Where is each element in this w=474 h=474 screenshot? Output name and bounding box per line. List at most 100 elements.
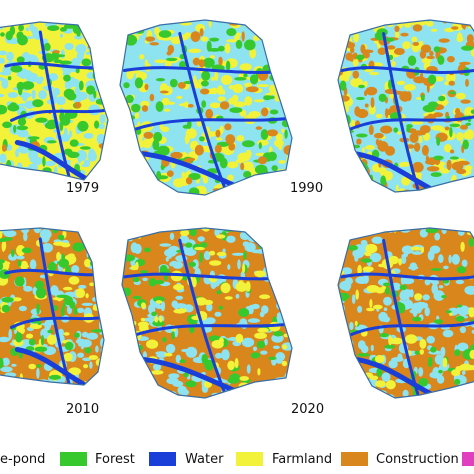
land-cover-patch [430,190,434,192]
land-cover-patch [227,264,231,270]
land-cover-patch [103,48,108,56]
land-cover-patch [107,299,117,303]
land-cover-patch [83,132,94,139]
land-cover-patch [99,59,108,69]
land-cover-patch [344,354,352,362]
land-cover-patch [16,125,29,131]
land-cover-patch [208,48,221,52]
land-cover-patch [274,270,280,276]
land-cover-patch [339,378,345,387]
land-cover-patch [134,391,139,398]
land-cover-patch [165,57,178,62]
land-cover-patch [0,259,5,264]
river [340,66,474,74]
land-cover-patch [254,20,265,27]
river [132,321,292,337]
land-cover-patch [105,343,116,351]
land-cover-patch [169,78,178,88]
land-cover-patch [56,251,61,261]
land-cover-patch [75,288,86,299]
land-cover-patch [122,382,125,388]
land-cover-patch [420,72,424,80]
land-cover-patch [146,339,159,349]
land-cover-patch [349,183,362,188]
land-cover-patch [460,99,471,104]
land-cover-patch [263,395,271,398]
land-cover-patch [136,194,141,195]
land-cover-patch [363,81,368,87]
land-cover-patch [155,300,163,304]
land-cover-patch [455,228,460,230]
land-cover-patch [89,282,95,287]
land-cover-patch [203,380,212,388]
land-cover-patch [145,381,152,387]
land-cover-patch [338,126,343,132]
land-cover-patch [61,306,65,317]
land-cover-patch [106,359,116,366]
land-cover-patch [397,131,402,135]
land-cover-patch [192,277,197,288]
land-cover-patch [59,60,72,65]
land-cover-patch [290,57,292,68]
land-cover-patch [192,396,197,398]
land-cover-patch [158,192,167,195]
land-cover-patch [278,160,286,164]
land-cover-patch [185,128,197,139]
land-cover-patch [225,134,236,145]
land-cover-patch [120,147,123,154]
land-cover-patch [450,149,455,154]
land-cover-patch [402,194,414,204]
land-cover-patch [360,258,373,263]
land-cover-patch [346,389,357,394]
land-cover-patch [245,281,251,292]
land-cover-patch [94,281,100,287]
land-cover-patch [338,186,347,190]
land-cover-patch [22,92,28,102]
land-cover-patch [229,390,240,398]
land-cover-patch [52,50,60,54]
land-cover-patch [456,32,463,43]
land-cover-patch [421,57,432,64]
land-cover-patch [170,151,183,159]
land-cover-patch [268,356,277,360]
land-cover-patch [108,123,118,127]
land-cover-patch [355,228,367,231]
land-cover-patch [177,82,186,89]
land-cover-patch [256,84,270,88]
legend-label: Farmland [272,452,332,467]
land-cover-patch [294,79,300,90]
land-cover-patch [192,57,201,66]
land-cover-patch [338,359,343,366]
land-cover-patch [55,96,66,105]
land-cover-patch [140,100,150,107]
land-cover-patch [151,311,157,317]
land-cover-patch [123,344,134,348]
land-cover-patch [102,285,104,294]
land-cover-patch [166,377,179,385]
land-cover-patch [77,91,88,101]
land-cover-patch [403,195,413,202]
land-cover-patch [293,260,299,270]
land-cover-patch [287,378,292,385]
land-cover-patch [284,129,288,139]
land-cover-patch [0,22,8,27]
land-cover-patch [134,376,147,383]
land-cover-patch [412,223,421,226]
land-cover-patch [432,285,437,289]
land-cover-patch [125,142,134,147]
land-cover-patch [91,385,100,394]
land-cover-patch [275,280,284,284]
land-cover-patch [209,250,216,256]
land-cover-patch [372,304,383,310]
land-cover-patch [364,103,369,108]
land-cover-patch [162,337,167,343]
land-cover-patch [457,185,463,192]
land-cover-patch [36,364,42,368]
land-cover-patch [263,188,274,195]
land-cover-patch [139,54,145,60]
land-cover-patch [426,166,440,172]
land-cover-patch [385,20,395,28]
land-cover-patch [197,236,205,242]
land-cover-patch [338,242,341,252]
